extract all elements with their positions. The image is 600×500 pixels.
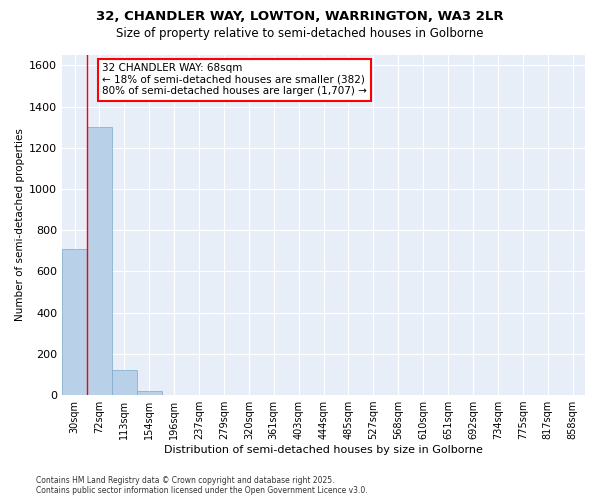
Bar [87,127,112,395]
Bar [112,370,137,395]
Text: Size of property relative to semi-detached houses in Golborne: Size of property relative to semi-detach… [116,28,484,40]
Text: Contains HM Land Registry data © Crown copyright and database right 2025.
Contai: Contains HM Land Registry data © Crown c… [36,476,368,495]
Bar [137,391,162,395]
Text: 32, CHANDLER WAY, LOWTON, WARRINGTON, WA3 2LR: 32, CHANDLER WAY, LOWTON, WARRINGTON, WA… [96,10,504,23]
X-axis label: Distribution of semi-detached houses by size in Golborne: Distribution of semi-detached houses by … [164,445,483,455]
Text: 32 CHANDLER WAY: 68sqm
← 18% of semi-detached houses are smaller (382)
80% of se: 32 CHANDLER WAY: 68sqm ← 18% of semi-det… [102,63,367,96]
Y-axis label: Number of semi-detached properties: Number of semi-detached properties [15,128,25,322]
Bar [62,248,87,395]
